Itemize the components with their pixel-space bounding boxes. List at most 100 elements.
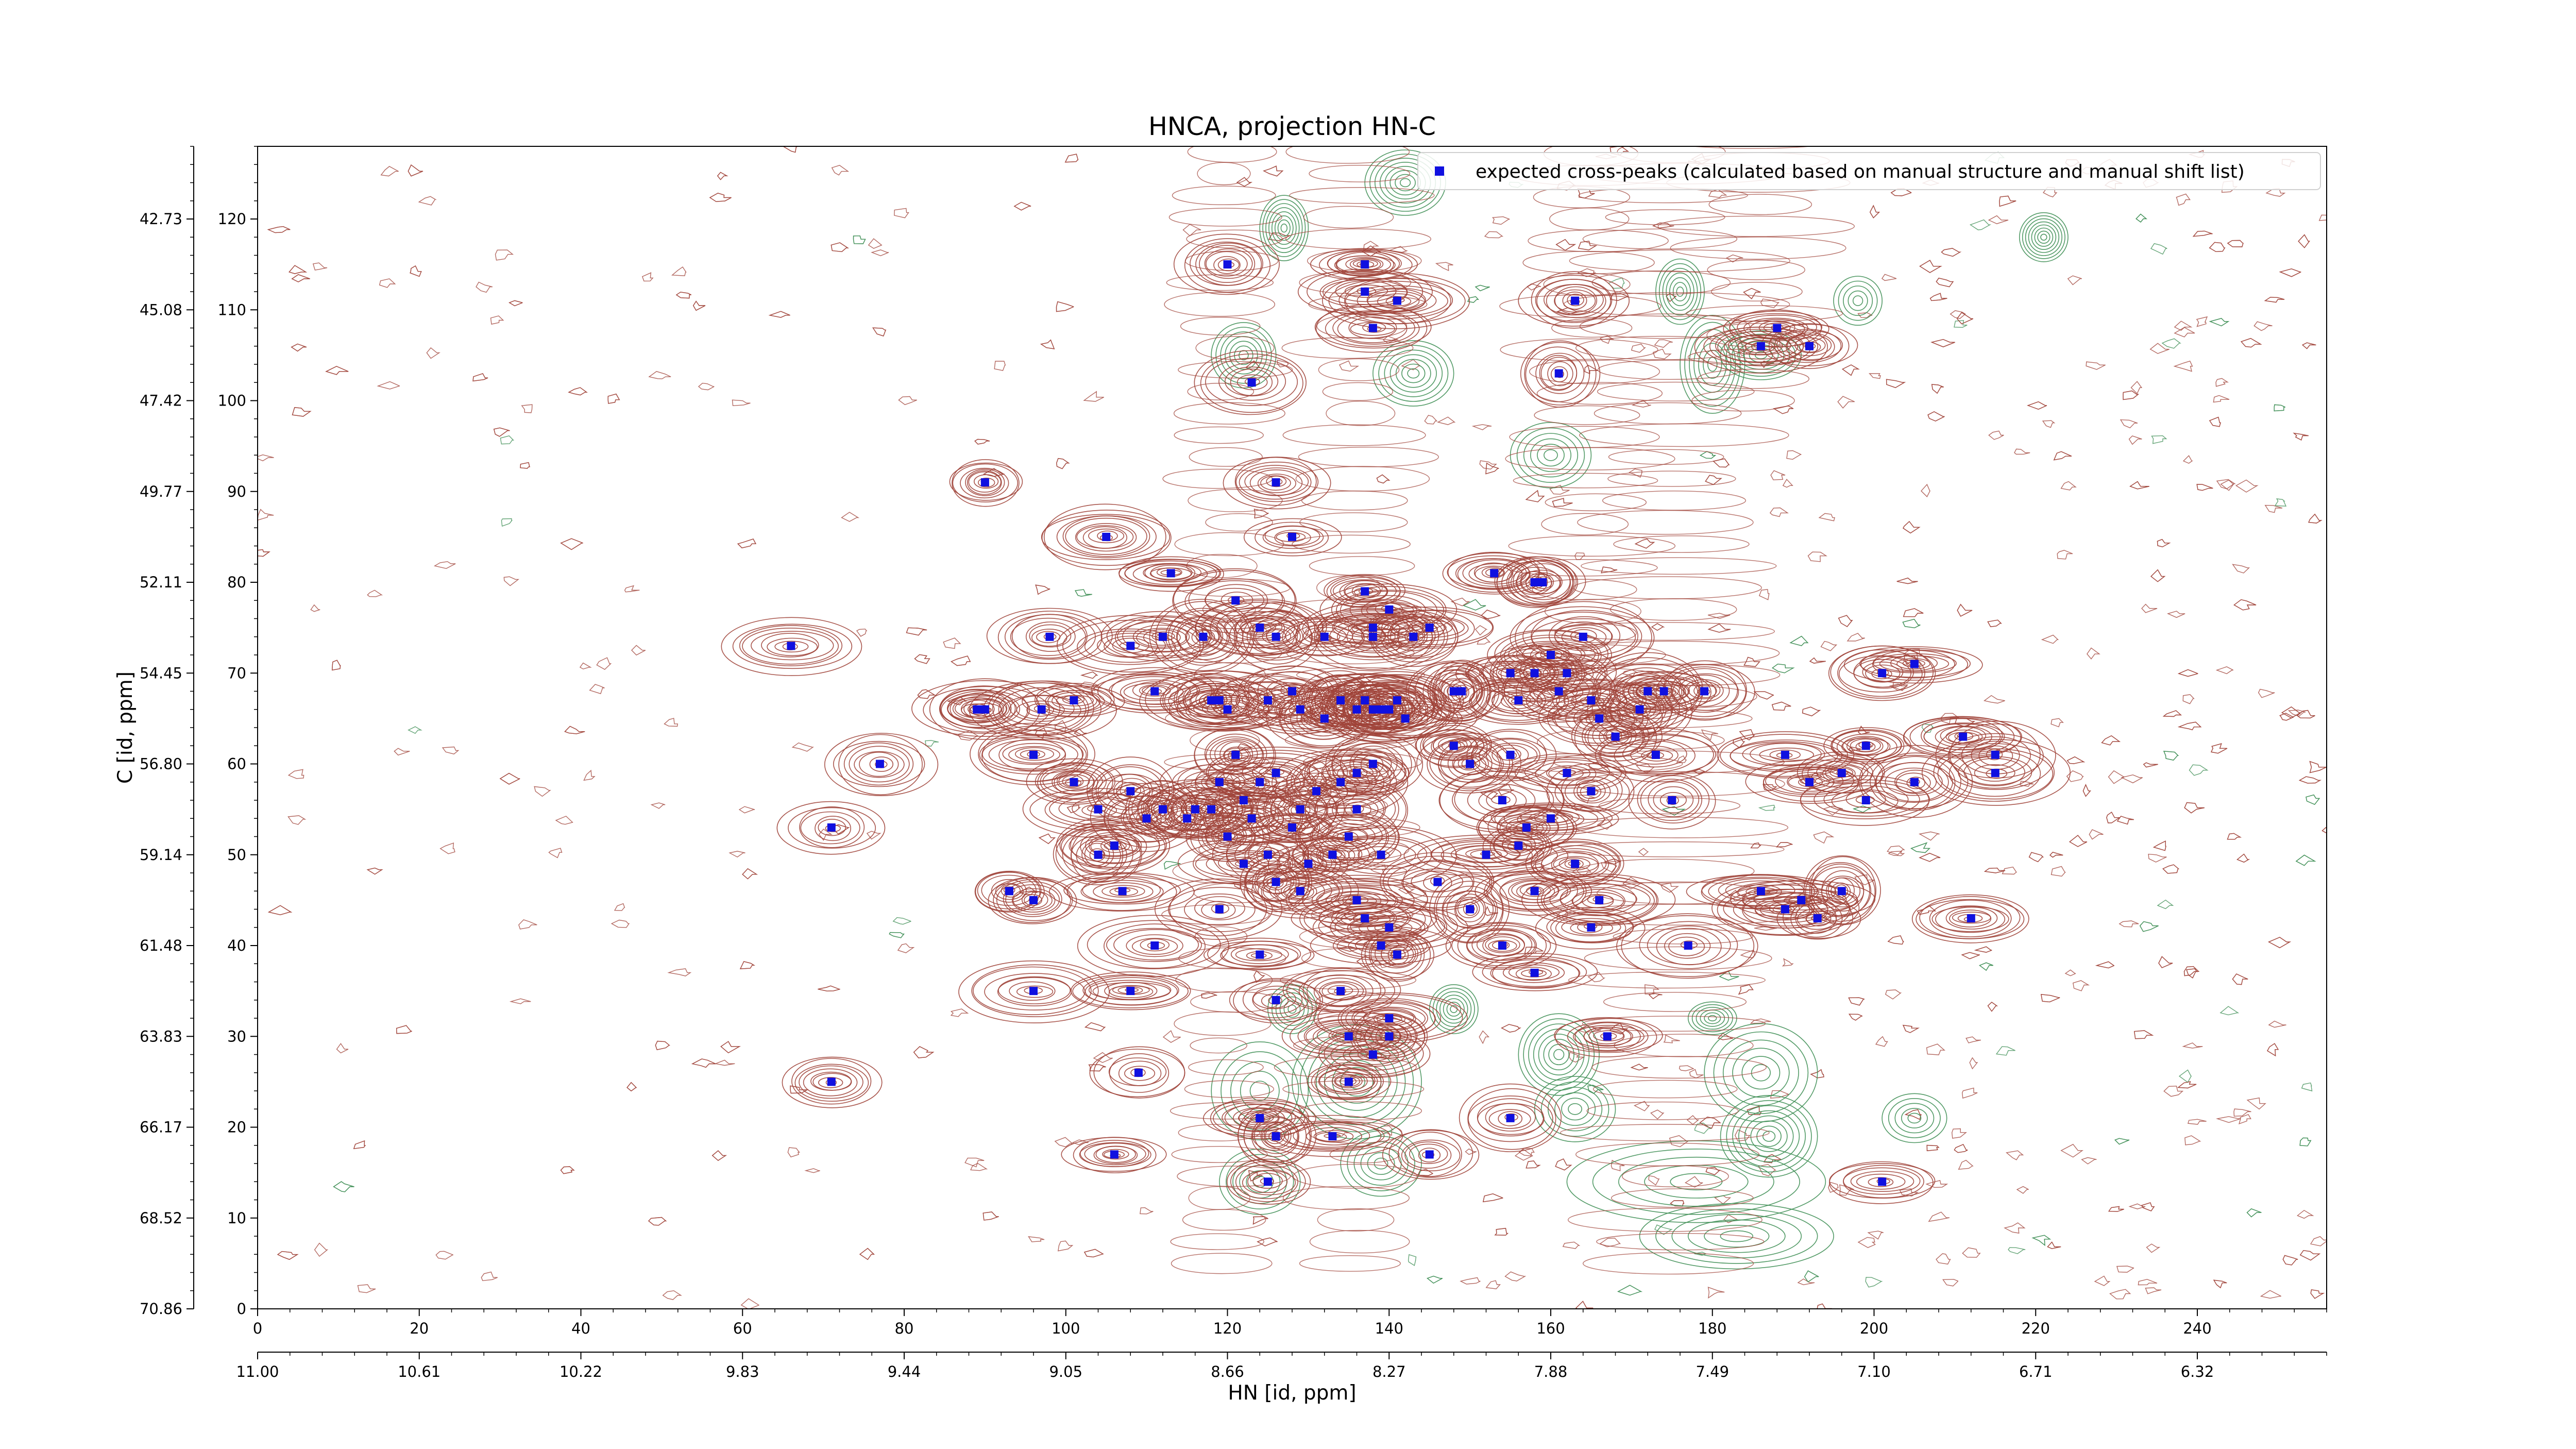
contour-ring-positive [1331, 586, 1447, 633]
cross-peak-marker [1328, 1132, 1337, 1141]
cross-peak-marker [1385, 1014, 1394, 1022]
noise-contour [1492, 216, 1510, 225]
noise-contour [336, 1042, 349, 1054]
cross-peak-marker [1603, 1032, 1612, 1041]
y-ppm-tick-label: 54.45 [140, 664, 182, 682]
contour-band-positive [1575, 1142, 1759, 1167]
noise-contour [1475, 284, 1490, 292]
noise-contour [2157, 899, 2174, 909]
cross-peak-marker [1263, 850, 1272, 859]
noise-contour [499, 772, 520, 785]
noise-contour [1631, 343, 1646, 353]
contour-ring-negative [1894, 1103, 1935, 1134]
contour-ring-positive [1116, 782, 1145, 802]
noise-contour [650, 802, 666, 809]
contour-ring-positive [1543, 879, 1655, 922]
contour-ring-positive [1124, 1066, 1156, 1081]
noise-contour [2120, 419, 2138, 429]
contour-ring-positive [824, 733, 939, 796]
x-ppm-tick-label: 9.44 [888, 1363, 921, 1380]
contour-ring-negative [1400, 178, 1411, 188]
cross-peak-marker [1547, 814, 1555, 823]
contour-ring-positive [1221, 592, 1253, 609]
noise-contour [2267, 1043, 2279, 1057]
noise-contour [2310, 1289, 2325, 1299]
contour-ring-positive [1870, 752, 1961, 811]
contour-band-positive [1299, 271, 1412, 294]
noise-contour [2004, 1222, 2026, 1234]
contour-ring-positive [1318, 1030, 1431, 1078]
contour-ring-positive [1293, 838, 1370, 872]
noise-contour [1057, 1240, 1074, 1252]
contour-ring-negative [1666, 272, 1694, 311]
noise-contour [2183, 966, 2200, 976]
noise-contour [2220, 479, 2234, 491]
noise-contour [2150, 569, 2166, 582]
noise-contour [1253, 509, 1269, 519]
contour-ring-positive [1252, 864, 1300, 901]
contour-ring-positive [1093, 882, 1154, 901]
legend-box [1417, 152, 2321, 190]
contour-band-positive [1292, 534, 1411, 554]
contour-ring-positive [1374, 1013, 1406, 1025]
contour-ring-positive [1353, 1006, 1426, 1031]
cross-peak-marker [1611, 732, 1620, 741]
x-index-tick-label: 0 [253, 1320, 262, 1337]
contour-ring-positive [1636, 681, 1689, 703]
cross-peak-marker [1554, 369, 1563, 378]
cross-peak-marker [1861, 796, 1870, 804]
contour-ring-positive [1109, 1053, 1170, 1093]
noise-contour [2174, 321, 2193, 331]
cross-peak-marker [1361, 914, 1369, 923]
noise-contour [1064, 154, 1079, 163]
noise-contour [1074, 589, 1092, 597]
contour-ring-positive [1343, 1043, 1405, 1067]
noise-contour [2145, 1287, 2162, 1294]
noise-contour [2174, 327, 2195, 338]
contour-ring-positive [1537, 875, 1659, 925]
contour-ring-positive [1204, 940, 1315, 970]
noise-contour [2163, 751, 2179, 761]
noise-contour [2114, 1138, 2130, 1145]
noise-contour [1475, 625, 1488, 636]
contour-ring-positive [1328, 278, 1466, 324]
contour-ring-positive [1236, 616, 1313, 659]
noise-contour [2184, 802, 2205, 814]
contour-band-positive [1574, 817, 1789, 838]
y-ppm-tick-label: 70.86 [140, 1300, 182, 1318]
contour-ring-positive [803, 1068, 858, 1097]
contour-ring-negative [1265, 203, 1303, 253]
noise-contour [2157, 538, 2171, 548]
contour-ring-negative [1676, 287, 1684, 297]
cross-peak-marker [1368, 324, 1377, 332]
noise-contour [1918, 831, 1940, 841]
contour-ring-positive [1140, 938, 1170, 952]
noise-contour [2264, 504, 2283, 513]
contour-ring-positive [1132, 563, 1208, 585]
contour-ring-positive [1366, 288, 1426, 312]
noise-contour [1979, 962, 1993, 971]
noise-contour [1961, 1087, 1978, 1099]
contour-band-positive [1188, 1186, 1250, 1210]
contour-ring-positive [1276, 532, 1306, 542]
cross-peak-marker [1094, 850, 1103, 859]
noise-contour [1965, 1036, 1981, 1043]
contour-ring-positive [1567, 293, 1584, 307]
noise-contour [1707, 613, 1731, 619]
contour-ring-positive [1438, 737, 1468, 753]
noise-contour [1902, 1024, 1920, 1033]
contour-ring-positive [1328, 760, 1389, 785]
contour-ring-positive [1302, 838, 1360, 870]
cross-peak-marker [980, 478, 989, 487]
contour-ring-positive [1126, 934, 1183, 957]
contour-ring-positive [1531, 840, 1621, 886]
legend-marker [1435, 166, 1444, 176]
contour-band-positive [1166, 274, 1274, 291]
cross-peak-marker [1797, 896, 1806, 904]
contour-ring-negative [1843, 285, 1873, 316]
contour-ring-positive [1261, 993, 1289, 1008]
noise-contour [871, 249, 889, 257]
noise-contour [2082, 784, 2091, 797]
contour-ring-positive [1561, 918, 1621, 937]
contour-ring-positive [1564, 859, 1584, 869]
